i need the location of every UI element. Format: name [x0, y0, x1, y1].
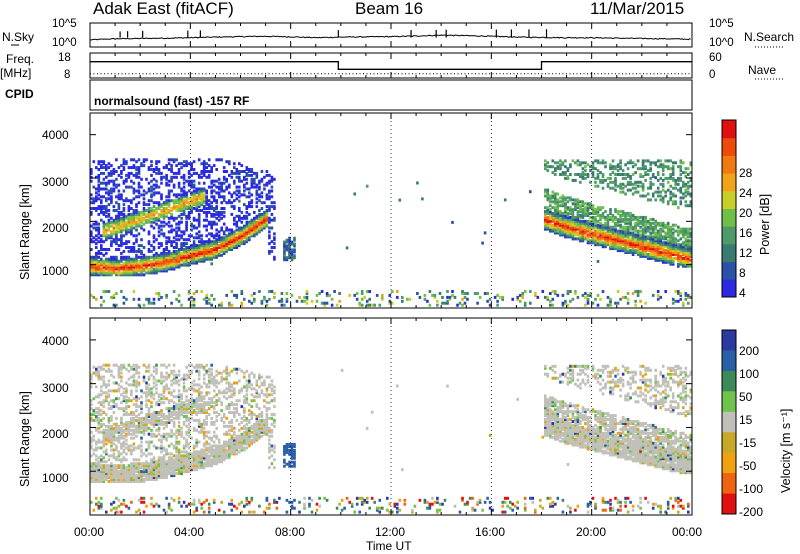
nave-tick-top: 60	[709, 52, 722, 64]
nsearch-label: N.Search	[744, 30, 795, 44]
vel-cbar-tick-15: 15	[739, 413, 753, 427]
power-cbar-tick-4: 4	[739, 286, 746, 300]
vel-ytick-3000: 3000	[42, 381, 69, 395]
nsearch-tick-top: 10^5	[709, 18, 734, 30]
freq-tick-bottom: 8	[64, 69, 71, 81]
power-cbar-tick-8: 8	[739, 266, 746, 280]
power-ylabel: Slant Range [km]	[18, 184, 32, 280]
power-colorbar	[722, 120, 736, 298]
power-ytick-2000: 2000	[42, 221, 69, 235]
x-axis-title: Time UT	[366, 539, 412, 553]
power-cbar-tick-24: 24	[739, 186, 753, 200]
power-ytick-4000: 4000	[42, 128, 69, 142]
power-cbar-tick-16: 16	[739, 226, 753, 240]
vel-cbar-tick-50: 50	[739, 390, 753, 404]
xtick-1600: 16:00	[475, 525, 506, 539]
vel-cbar-tick-m50: -50	[739, 459, 757, 473]
cpid-text: normalsound (fast) -157 RF	[94, 94, 250, 108]
freq-label: Freq.	[6, 52, 35, 66]
power-cbar-tick-20: 20	[739, 206, 753, 220]
power-ytick-3000: 3000	[42, 175, 69, 189]
xtick-2000: 20:00	[576, 525, 607, 539]
vel-ytick-2000: 2000	[42, 427, 69, 441]
nsky-tick-top: 10^5	[52, 18, 77, 30]
power-cbar-label: Power [dB]	[758, 193, 772, 255]
power-cbar-tick-28: 28	[739, 166, 753, 180]
power-ytick-1000: 1000	[42, 264, 69, 278]
nave-tick-bottom: 0	[709, 69, 716, 81]
xtick-1200: 12:00	[375, 525, 406, 539]
power-cbar-tick-12: 12	[739, 246, 753, 260]
vel-cbar-tick-200: 200	[739, 344, 760, 358]
nsky-tick-bottom: 10^0	[52, 37, 77, 49]
freq-trace	[90, 61, 692, 70]
nave-label: Nave	[748, 63, 777, 77]
freq-tick-top: 18	[58, 52, 71, 64]
station-title: Adak East (fitACF)	[93, 0, 234, 18]
vel-ytick-4000: 4000	[42, 334, 69, 348]
vel-cbar-tick-m100: -100	[739, 482, 764, 496]
xtick-0000: 00:00	[74, 525, 105, 539]
power-heatmap	[90, 158, 693, 307]
xtick-2400: 00:00	[672, 525, 703, 539]
velocity-colorbar	[722, 330, 736, 515]
beam-title: Beam 16	[355, 0, 424, 18]
nsky-label: N.Sky	[2, 30, 35, 44]
vel-cbar-tick-m15: -15	[739, 436, 757, 450]
nsky-trace	[89, 34, 691, 41]
nsearch-tick-bottom: 10^0	[709, 37, 734, 49]
xtick-0800: 08:00	[275, 525, 306, 539]
vel-cbar-tick-100: 100	[739, 367, 760, 381]
date-title: 11/Mar/2015	[590, 0, 685, 18]
freq-unit-label: [MHz]	[0, 66, 32, 80]
velocity-heatmap	[90, 363, 693, 514]
velocity-colorbar-frame	[721, 329, 737, 515]
vel-ytick-1000: 1000	[42, 471, 69, 485]
vel-cbar-tick-m200: -200	[739, 505, 764, 519]
velocity-cbar-label: Velocity [m s⁻¹]	[779, 408, 793, 493]
xtick-0400: 04:00	[174, 525, 205, 539]
velocity-ylabel: Slant Range [km]	[18, 391, 32, 487]
cpid-panel-frame	[89, 79, 693, 111]
power-colorbar-frame	[721, 119, 737, 298]
cpid-label: CPID	[5, 87, 34, 101]
